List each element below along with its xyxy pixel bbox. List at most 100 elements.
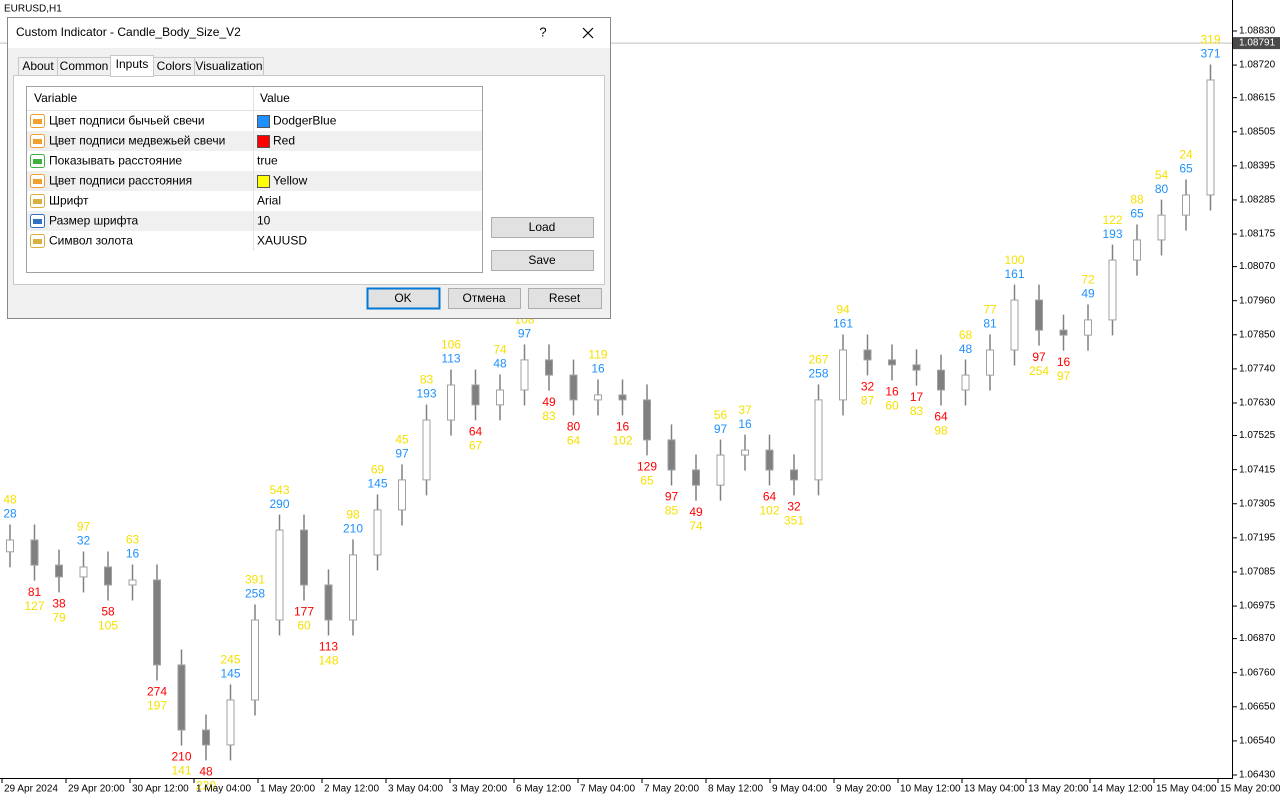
range-label: 245: [220, 653, 240, 667]
variable-value[interactable]: DodgerBlue: [273, 114, 337, 128]
candle-body: [912, 364, 921, 371]
body-size-label: 81: [28, 585, 42, 599]
table-row[interactable]: [27, 211, 482, 231]
variable-value[interactable]: true: [257, 154, 278, 168]
body-size-label: 16: [885, 385, 899, 399]
candle-body: [398, 479, 406, 511]
body-size-label: 210: [343, 522, 363, 536]
x-tick-label: 14 May 12:00: [1092, 784, 1153, 795]
table-row[interactable]: [27, 111, 482, 131]
x-tick-label: 9 May 04:00: [772, 784, 827, 795]
tab-label[interactable]: About: [22, 59, 54, 73]
body-size-label: 97: [395, 447, 409, 461]
variable-value[interactable]: 10: [257, 214, 271, 228]
x-tick-label: 3 May 20:00: [452, 784, 507, 795]
candle-body: [569, 374, 578, 401]
button[interactable]: [491, 217, 594, 238]
tab[interactable]: [194, 57, 264, 76]
range-label: 68: [959, 328, 973, 342]
y-tick-label: 1.07195: [1239, 532, 1276, 543]
variable-name: Показывать расстояние: [49, 154, 182, 168]
candle-body: [79, 566, 88, 578]
variable-value[interactable]: Red: [273, 134, 295, 148]
column-header: Value: [260, 91, 290, 105]
button-label[interactable]: Отмена: [462, 291, 505, 305]
candle-body: [1035, 299, 1043, 331]
current-price-box: [1233, 37, 1280, 50]
body-size-label: 32: [787, 500, 801, 514]
variable-name: Цвет подписи расстояния: [49, 174, 192, 188]
tab-label[interactable]: Visualization: [195, 59, 262, 73]
table-row[interactable]: [27, 191, 482, 211]
x-tick-label: 2 May 12:00: [324, 784, 379, 795]
variable-value[interactable]: XAUUSD: [257, 234, 307, 248]
y-tick-label: 1.06975: [1239, 601, 1276, 612]
button[interactable]: [366, 287, 441, 310]
tab-label[interactable]: Inputs: [116, 57, 149, 71]
x-tick-label: 29 Apr 2024: [4, 784, 58, 795]
y-tick-label: 1.08615: [1239, 92, 1276, 103]
table-row[interactable]: [27, 171, 482, 191]
close-button[interactable]: [582, 27, 594, 39]
range-label: 98: [934, 424, 948, 438]
tab-label[interactable]: Colors: [157, 59, 192, 73]
range-label: 60: [297, 619, 311, 633]
help-button[interactable]: ?: [539, 24, 546, 39]
variable-value[interactable]: Yellow: [273, 174, 308, 188]
current-price-label: 1.08791: [1239, 38, 1276, 49]
candle-body: [251, 619, 259, 701]
range-label: 77: [983, 303, 997, 317]
range-label: 87: [861, 394, 875, 408]
button-label[interactable]: Save: [528, 253, 556, 267]
range-label: 74: [689, 519, 703, 533]
button[interactable]: [528, 288, 602, 309]
body-size-label: 80: [1155, 182, 1169, 196]
range-label: 56: [714, 408, 728, 422]
candle-body: [716, 454, 725, 486]
table-row[interactable]: [27, 151, 482, 171]
button-label[interactable]: OK: [394, 291, 411, 305]
candle-body: [1108, 259, 1117, 321]
y-tick-label: 1.07740: [1239, 364, 1276, 375]
body-size-label: 48: [959, 342, 973, 356]
range-label: 98: [346, 508, 360, 522]
body-size-label: 64: [469, 425, 483, 439]
x-tick-label: 1 May 20:00: [260, 784, 315, 795]
variable-value[interactable]: Arial: [257, 194, 281, 208]
variable-name: Символ золота: [49, 234, 133, 248]
y-tick-label: 1.06430: [1239, 770, 1276, 781]
body-size-label: 48: [493, 357, 507, 371]
candle-body: [863, 349, 872, 361]
body-size-label: 28: [3, 507, 17, 521]
body-size-label: 49: [1081, 287, 1095, 301]
range-label: 100: [1004, 253, 1024, 267]
body-size-label: 64: [934, 410, 948, 424]
range-label: 220: [196, 779, 216, 793]
button-label[interactable]: Reset: [549, 291, 581, 305]
tab-label[interactable]: Common: [60, 59, 109, 73]
x-tick-label: 3 May 04:00: [388, 784, 443, 795]
button[interactable]: [491, 250, 594, 271]
candle-body: [1133, 239, 1141, 261]
y-tick-label: 1.08175: [1239, 229, 1276, 240]
button-label[interactable]: Load: [529, 220, 556, 234]
candle-body: [594, 394, 602, 401]
table-row[interactable]: [27, 131, 482, 151]
y-tick-label: 1.08285: [1239, 195, 1276, 206]
x-tick-label: 13 May 04:00: [964, 784, 1025, 795]
y-tick-label: 1.08830: [1239, 26, 1276, 37]
candle-body: [986, 349, 994, 376]
range-label: 83: [910, 404, 924, 418]
candle-body: [1059, 329, 1068, 336]
body-size-label: 161: [1004, 267, 1024, 281]
table-row[interactable]: [27, 231, 482, 251]
range-label: 97: [1057, 369, 1071, 383]
candle-body: [839, 349, 847, 401]
range-label: 102: [612, 434, 632, 448]
button[interactable]: [448, 288, 521, 309]
range-label: 74: [493, 343, 507, 357]
candle-body: [471, 384, 480, 406]
x-tick-label: 8 May 12:00: [708, 784, 763, 795]
body-size-label: 97: [714, 422, 728, 436]
y-tick-label: 1.08395: [1239, 160, 1276, 171]
